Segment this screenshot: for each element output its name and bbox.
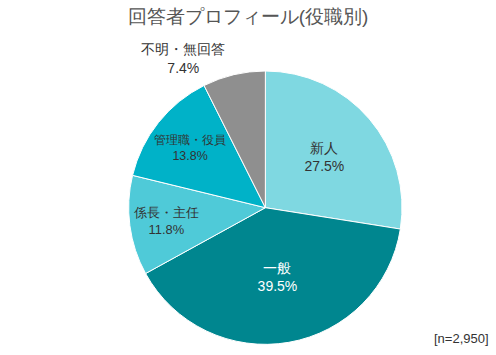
svg-text:[n=2,950]: [n=2,950] (434, 331, 489, 346)
svg-text:一般39.5%: 一般39.5% (258, 260, 298, 294)
svg-text:不明・無回答7.4%: 不明・無回答7.4% (141, 41, 225, 75)
svg-text:回答者プロフィール(役職別): 回答者プロフィール(役職別) (128, 6, 369, 27)
svg-text:係長・主任11.8%: 係長・主任11.8% (133, 205, 199, 237)
svg-text:新人27.5%: 新人27.5% (305, 140, 345, 174)
svg-text:管理職・役員13.8%: 管理職・役員13.8% (154, 133, 226, 163)
